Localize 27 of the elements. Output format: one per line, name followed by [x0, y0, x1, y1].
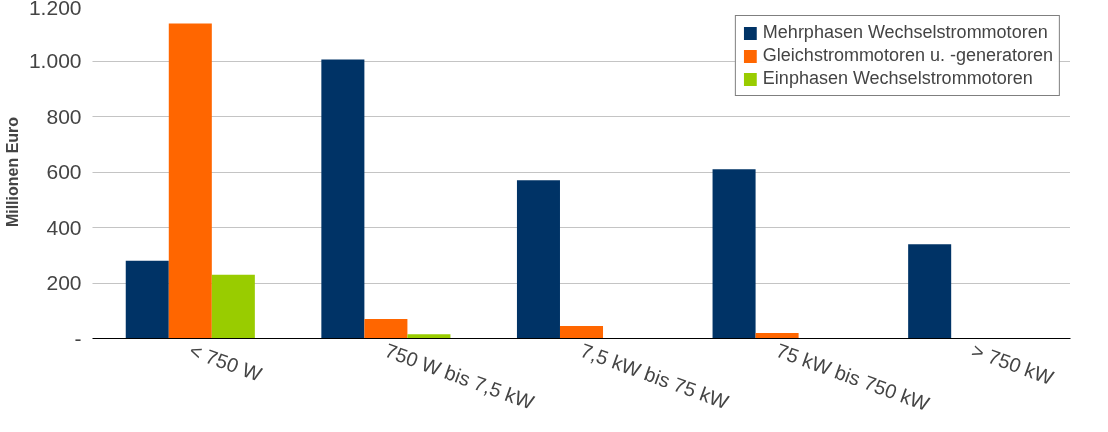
- bar: [516, 180, 560, 339]
- bar: [755, 332, 799, 339]
- y-axis-title: Millionen Euro: [3, 116, 21, 228]
- bar: [168, 23, 212, 339]
- y-tick-label: 1.200: [28, 0, 82, 19]
- y-tick-label: 800: [46, 104, 82, 128]
- bar: [407, 334, 451, 339]
- bar: [211, 274, 255, 339]
- x-tick-label: 75 kW bis 750 kW: [773, 339, 933, 416]
- legend-label: Einphasen Wechselstrommotoren: [762, 68, 1033, 89]
- bar: [125, 260, 169, 339]
- x-tick-label: > 750 kW: [968, 339, 1057, 390]
- y-tick-label: 1.000: [28, 49, 82, 72]
- x-tick-label: 750 W bis 7,5 kW: [382, 339, 537, 414]
- legend-label: Gleichstrommotoren u. -generatoren: [762, 45, 1053, 66]
- y-tick-label: 600: [46, 160, 82, 183]
- legend-label: Mehrphasen Wechselstrommotoren: [762, 22, 1048, 43]
- x-tick-label: < 750 W: [186, 339, 265, 386]
- bar: [908, 244, 952, 339]
- bar: [559, 326, 604, 339]
- x-tick-label: 7,5 kW bis 75 kW: [577, 339, 732, 414]
- y-tick-label: -: [74, 326, 82, 350]
- y-tick-label: 200: [46, 271, 82, 294]
- bar: [364, 319, 408, 339]
- bar: [712, 169, 756, 339]
- bar: [321, 59, 365, 339]
- y-tick-label: 400: [46, 215, 82, 239]
